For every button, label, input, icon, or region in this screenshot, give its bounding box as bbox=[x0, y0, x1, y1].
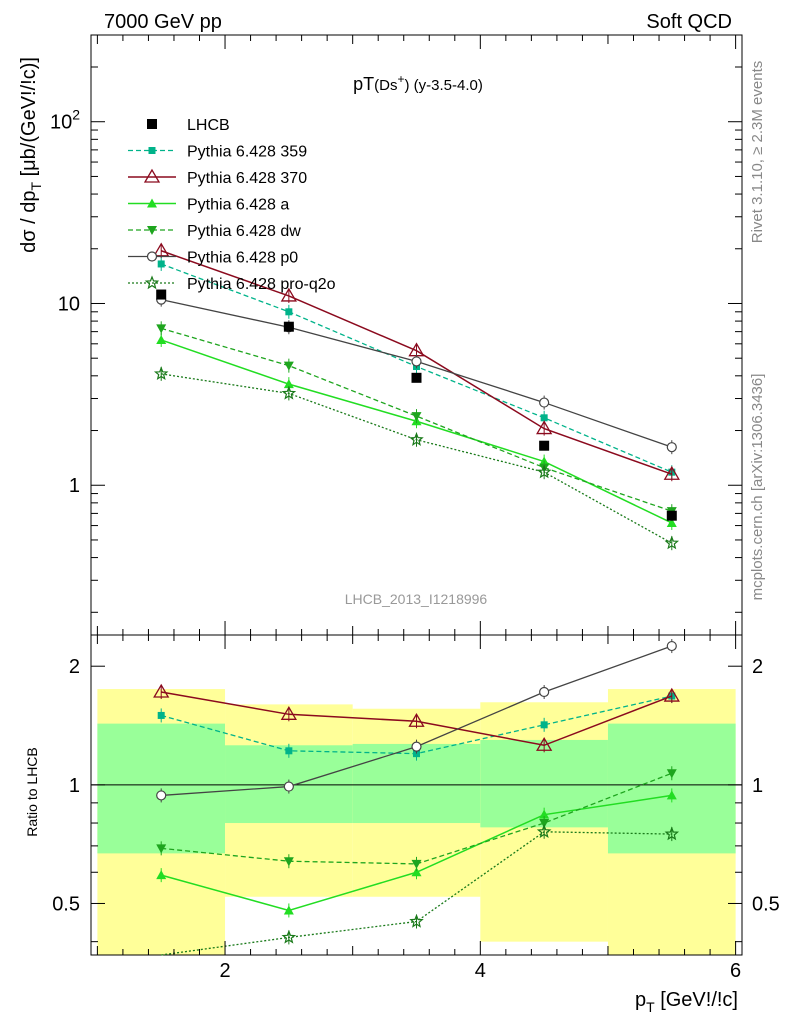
ratio-point-dw-4 bbox=[666, 769, 677, 779]
ratio-point-a-1 bbox=[283, 905, 294, 915]
ratio-point-a-2 bbox=[411, 867, 422, 877]
legend-label-proq2o: Pythia 6.428 pro-q2o bbox=[187, 276, 336, 293]
legend-marker-dw bbox=[147, 226, 157, 235]
x-tick-label-4: 4 bbox=[475, 960, 486, 982]
ratio-point-a-3 bbox=[539, 809, 550, 819]
main-point-a-0 bbox=[156, 334, 167, 344]
main-point-proq2o-3 bbox=[536, 464, 552, 479]
legend-marker-p370 bbox=[143, 168, 161, 183]
main-line-proq2o bbox=[161, 373, 673, 544]
ratio-y-label-left-2: 2 bbox=[69, 656, 80, 678]
tick-marks: 2 4 6 1 10 102 0.5 0.5 1 1 2 2 bbox=[50, 34, 780, 982]
main-point-p370-4 bbox=[663, 465, 680, 480]
ratio-point-p370-1 bbox=[280, 706, 297, 720]
header-left: 7000 GeV pp bbox=[104, 11, 222, 33]
legend-label-p370: Pythia 6.428 370 bbox=[187, 170, 307, 187]
main-point-proq2o-0 bbox=[153, 366, 169, 381]
y-axis-label: dσ / dpT [μb/(GeV!/!c)] bbox=[18, 57, 44, 253]
ratio-point-p359-1 bbox=[285, 747, 293, 755]
ratio-y-label-right-1: 1 bbox=[752, 775, 763, 797]
chart-title: pT(Ds+) (y-3.5-4.0) bbox=[353, 72, 483, 94]
ratio-y-label-right-0: 0.5 bbox=[752, 893, 780, 915]
ratio-y-label-left-1: 1 bbox=[69, 775, 80, 797]
y-tick-label-2: 102 bbox=[50, 107, 80, 134]
main-point-dw-0 bbox=[156, 324, 167, 334]
data-curves bbox=[153, 242, 680, 956]
data-point-lhcb-1 bbox=[283, 321, 294, 332]
legend-label-p359: Pythia 6.428 359 bbox=[187, 144, 307, 161]
ratio-point-proq2o-1 bbox=[281, 929, 297, 944]
legend-marker-p359 bbox=[148, 147, 156, 154]
rivet-label: Rivet 3.1.10, ≥ 2.3M events bbox=[749, 61, 766, 244]
legend-label-lhcb: LHCB bbox=[187, 117, 230, 134]
data-point-lhcb-2 bbox=[411, 372, 422, 383]
legend-marker-a bbox=[147, 198, 157, 208]
main-point-p0-4 bbox=[666, 442, 677, 453]
ratio-y-axis-label: Ratio to LHCB bbox=[24, 747, 40, 836]
main-point-proq2o-4 bbox=[664, 535, 680, 550]
legend-label-dw: Pythia 6.428 dw bbox=[187, 223, 301, 240]
ratio-point-p359-0 bbox=[157, 711, 165, 719]
data-point-lhcb-3 bbox=[539, 440, 550, 451]
ratio-point-proq2o-2 bbox=[409, 913, 424, 928]
main-line-dw bbox=[161, 327, 673, 512]
main-point-p359-1 bbox=[285, 308, 293, 316]
main-point-a-4 bbox=[666, 517, 677, 527]
main-point-proq2o-1 bbox=[281, 385, 297, 400]
header-right: Soft QCD bbox=[646, 11, 732, 33]
x-tick-label-6: 6 bbox=[730, 960, 741, 982]
y-tick-label-0: 1 bbox=[69, 475, 80, 497]
ratio-line-dw bbox=[161, 772, 673, 865]
main-point-p359-3 bbox=[540, 414, 548, 422]
main-point-p359-0 bbox=[157, 260, 165, 268]
main-point-proq2o-2 bbox=[409, 432, 424, 446]
main-point-p0-3 bbox=[539, 397, 550, 408]
ratio-point-a-4 bbox=[666, 790, 677, 800]
legend-marker-lhcb bbox=[147, 119, 157, 129]
main-point-dw-1 bbox=[283, 361, 294, 371]
ratio-point-p0-2 bbox=[411, 741, 422, 752]
main-point-p0-2 bbox=[411, 356, 422, 367]
ratio-point-p0-4 bbox=[666, 640, 677, 652]
data-point-lhcb-0 bbox=[156, 289, 167, 300]
legend-marker-proq2o bbox=[144, 275, 160, 290]
main-point-p370-3 bbox=[536, 420, 553, 435]
ratio-point-p0-0 bbox=[156, 790, 167, 801]
ratio-y-label-right-2: 2 bbox=[752, 656, 763, 678]
ratio-point-p370-4 bbox=[663, 687, 680, 702]
mcplots-label: mcplots.cern.ch [arXiv:1306.3436] bbox=[749, 374, 766, 601]
data-point-lhcb-4 bbox=[666, 510, 677, 521]
ratio-point-p370-0 bbox=[153, 683, 170, 698]
ratio-point-dw-3 bbox=[539, 819, 550, 829]
ratio-y-label-left-0: 0.5 bbox=[52, 893, 80, 915]
ratio-point-p359-3 bbox=[540, 721, 548, 729]
ratio-point-p0-1 bbox=[283, 781, 294, 792]
ratio-point-dw-0 bbox=[156, 844, 167, 854]
legend-label-p0: Pythia 6.428 p0 bbox=[187, 250, 298, 267]
ratio-point-dw-1 bbox=[283, 857, 294, 867]
main-point-dw-2 bbox=[411, 412, 422, 422]
x-axis-label: pT [GeV!/!c] bbox=[635, 989, 738, 1015]
y-tick-label-1: 10 bbox=[58, 293, 80, 315]
main-point-p370-0 bbox=[153, 242, 170, 257]
legend: LHCB Pythia 6.428 359 Pythia 6.428 370 Pyth… bbox=[128, 117, 336, 293]
ratio-point-a-0 bbox=[156, 870, 167, 880]
x-tick-label-2: 2 bbox=[219, 960, 230, 982]
axes-lines bbox=[90, 34, 743, 956]
ratio-point-proq2o-3 bbox=[536, 824, 552, 839]
ratio-point-p0-3 bbox=[539, 686, 550, 698]
ratio-point-proq2o-4 bbox=[664, 826, 680, 841]
main-point-p370-1 bbox=[280, 287, 297, 302]
watermark: LHCB_2013_I1218996 bbox=[345, 591, 488, 607]
ratio-point-p370-3 bbox=[536, 736, 553, 751]
legend-label-a: Pythia 6.428 a bbox=[187, 197, 289, 214]
legend-marker-p0 bbox=[146, 251, 158, 262]
ratio-point-dw-2 bbox=[411, 859, 422, 869]
ratio-frame bbox=[90, 634, 743, 956]
main-point-a-1 bbox=[283, 379, 294, 389]
ratio-point-p370-2 bbox=[408, 712, 425, 727]
